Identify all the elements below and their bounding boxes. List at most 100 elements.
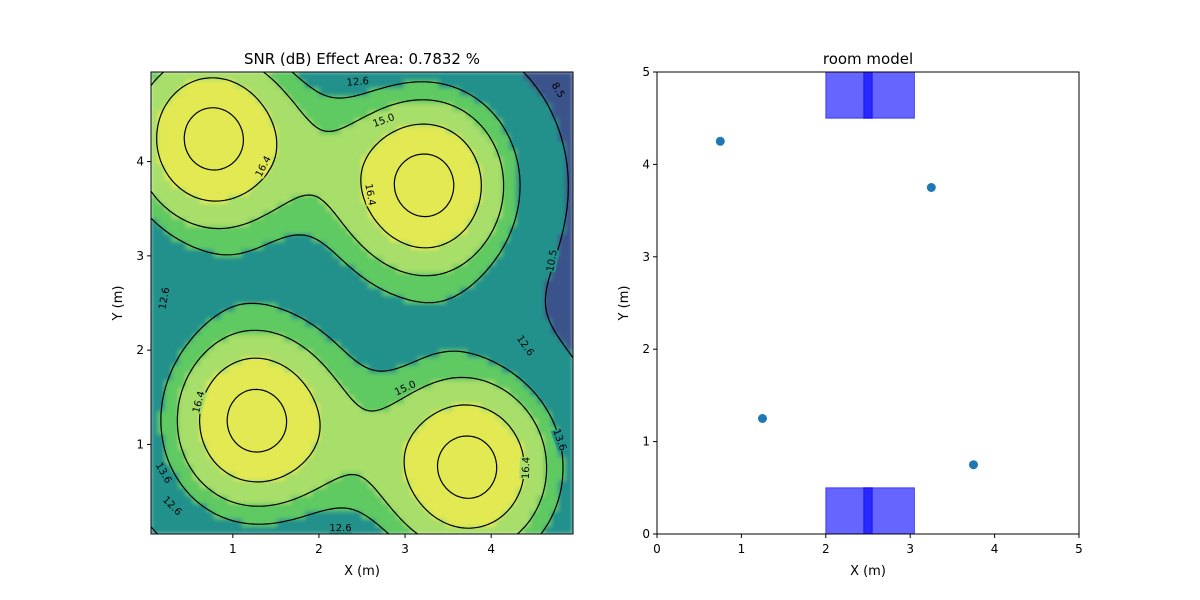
contour-cell [305, 225, 314, 235]
contour-cell [263, 217, 272, 227]
contour-cell [277, 317, 286, 327]
contour-cell [270, 425, 279, 435]
contour-cell [312, 210, 321, 219]
contour-cell [319, 240, 328, 250]
contour-cell [248, 117, 257, 127]
contour-cell [410, 510, 419, 520]
contour-cell [565, 418, 573, 427]
contour-cell [241, 264, 250, 273]
contour-cell [502, 117, 511, 127]
contour-cell [248, 495, 257, 504]
contour-cell [241, 317, 250, 327]
contour-cell [403, 110, 412, 119]
contour-cell [241, 410, 250, 419]
contour-cell [256, 287, 265, 296]
contour-cell [396, 310, 405, 319]
contour-cell [417, 518, 426, 527]
contour-cell [192, 271, 201, 281]
contour-cell [467, 317, 476, 327]
contour-cell [488, 102, 497, 111]
contour-cell [213, 317, 222, 327]
contour-cell [467, 456, 476, 466]
contour-cell [368, 441, 377, 450]
contour-cell [185, 317, 194, 327]
contour-cell [277, 163, 286, 173]
contour-cell [178, 117, 187, 127]
contour-cell [291, 210, 300, 219]
contour-cell [389, 502, 398, 512]
contour-cell [171, 410, 180, 419]
contour-cell [403, 156, 412, 165]
contour-cell [424, 117, 433, 127]
contour-cell [488, 217, 497, 227]
contour-cell [298, 418, 307, 427]
contour-cell [284, 456, 293, 466]
contour-cell [431, 471, 440, 481]
contour-cell [234, 279, 243, 289]
contour-cell [537, 86, 546, 96]
contour-cell [410, 194, 419, 204]
contour-cell [241, 502, 250, 512]
contour-cell [227, 441, 236, 450]
contour-cell [488, 410, 497, 419]
contour-cell [298, 117, 307, 127]
contour-cell [213, 456, 222, 466]
contour-cell [192, 410, 201, 419]
contour-cell [340, 187, 349, 196]
contour-cell [445, 387, 454, 396]
contour-label: 10.5 [545, 249, 560, 273]
contour-cell [488, 371, 497, 381]
contour-cell [256, 394, 265, 404]
contour-cell [488, 325, 497, 335]
contour-cell [213, 148, 222, 158]
contour-cell [474, 371, 483, 381]
contour-cell [157, 187, 166, 196]
contour-cell [213, 410, 222, 419]
contour-cell [263, 271, 272, 281]
contour-cell [298, 72, 307, 81]
contour-cell [403, 410, 412, 419]
contour-cell [488, 140, 497, 150]
contour-cell [516, 240, 525, 250]
contour-cell [389, 341, 398, 350]
contour-cell [241, 202, 250, 212]
contour-cell [551, 179, 560, 188]
contour-cell [164, 140, 173, 150]
contour-cell [474, 464, 483, 473]
contour-cell [305, 217, 314, 227]
contour-cell [396, 210, 405, 219]
contour-cell [502, 133, 511, 142]
contour-cell [459, 379, 468, 389]
contour-cell [495, 310, 504, 319]
contour-cell [220, 187, 229, 196]
contour-cell [319, 394, 328, 404]
contour-cell [305, 256, 314, 265]
contour-cell [185, 394, 194, 404]
contour-cell [488, 210, 497, 219]
contour-cell [551, 356, 560, 366]
x-tick-label: 2 [315, 542, 323, 556]
contour-cell [312, 387, 321, 396]
contour-cell [227, 487, 236, 496]
x-axis-label: X (m) [344, 564, 380, 579]
contour-cell [298, 233, 307, 242]
contour-cell [178, 210, 187, 219]
contour-cell [263, 487, 272, 496]
contour-cell [474, 425, 483, 435]
contour-cell [417, 471, 426, 481]
contour-cell [151, 110, 159, 119]
contour-cell [305, 425, 314, 435]
contour-cell [347, 248, 356, 258]
contour-cell [256, 310, 265, 319]
contour-cell [452, 140, 461, 150]
contour-cell [185, 348, 194, 358]
contour-cell [495, 171, 504, 181]
contour-cell [474, 510, 483, 520]
contour-cell [157, 179, 166, 188]
contour-cell [502, 425, 511, 435]
contour-cell [312, 364, 321, 373]
contour-cell [509, 163, 518, 173]
contour-cell [151, 264, 159, 273]
contour-cell [263, 402, 272, 412]
contour-cell [495, 502, 504, 512]
